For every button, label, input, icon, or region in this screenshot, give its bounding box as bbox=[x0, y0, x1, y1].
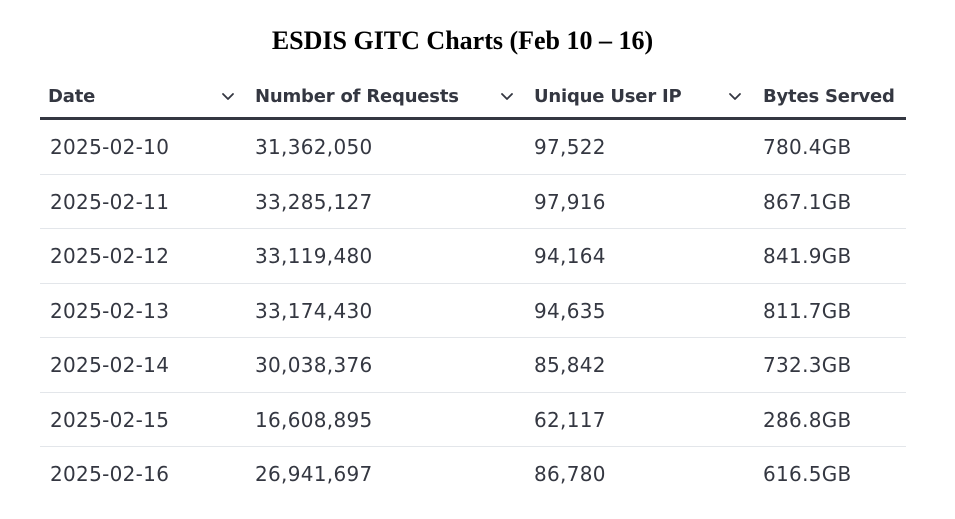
table-row: 2025-02-16 26,941,697 86,780 616.5GB bbox=[40, 447, 906, 502]
cell-date: 2025-02-12 bbox=[50, 244, 170, 268]
column-header-date[interactable]: Date bbox=[48, 86, 96, 107]
table-row: 2025-02-14 30,038,376 85,842 732.3GB bbox=[40, 338, 906, 393]
cell-unique-user-ip: 85,842 bbox=[534, 353, 606, 377]
cell-unique-user-ip: 97,916 bbox=[534, 189, 606, 214]
cell-date: 2025-02-16 bbox=[50, 462, 170, 486]
cell-bytes-served: 867.1GB bbox=[763, 189, 852, 214]
cell-date: 2025-02-15 bbox=[50, 407, 170, 432]
cell-bytes-served: 780.4GB bbox=[763, 135, 852, 159]
cell-number-of-requests: 33,119,480 bbox=[255, 244, 373, 268]
cell-unique-user-ip: 62,117 bbox=[534, 407, 606, 432]
chevron-down-icon[interactable] bbox=[499, 88, 515, 104]
table-row: 2025-02-15 16,608,895 62,117 286.8GB bbox=[40, 393, 906, 447]
cell-number-of-requests: 31,362,050 bbox=[255, 135, 373, 159]
cell-bytes-served: 811.7GB bbox=[763, 298, 852, 323]
cell-bytes-served: 286.8GB bbox=[763, 407, 852, 432]
cell-unique-user-ip: 86,780 bbox=[534, 462, 606, 486]
cell-date: 2025-02-11 bbox=[50, 189, 170, 214]
cell-date: 2025-02-10 bbox=[50, 135, 170, 159]
cell-unique-user-ip: 97,522 bbox=[534, 135, 606, 159]
chevron-down-icon[interactable] bbox=[727, 88, 743, 104]
table-row: 2025-02-11 33,285,127 97,916 867.1GB bbox=[40, 175, 906, 229]
table-row: 2025-02-13 33,174,430 94,635 811.7GB bbox=[40, 284, 906, 338]
data-table: Date Number of Requests Unique User IP B… bbox=[40, 76, 906, 502]
cell-bytes-served: 841.9GB bbox=[763, 244, 852, 268]
table-body: 2025-02-10 31,362,050 97,522 780.4GB 202… bbox=[40, 120, 906, 502]
cell-number-of-requests: 16,608,895 bbox=[255, 407, 373, 432]
column-header-unique-user-ip[interactable]: Unique User IP bbox=[534, 86, 682, 107]
cell-number-of-requests: 30,038,376 bbox=[255, 353, 373, 377]
cell-date: 2025-02-14 bbox=[50, 353, 170, 377]
cell-number-of-requests: 33,174,430 bbox=[255, 298, 373, 323]
column-header-number-of-requests[interactable]: Number of Requests bbox=[255, 86, 459, 107]
table-header-row: Date Number of Requests Unique User IP B… bbox=[40, 76, 906, 120]
cell-date: 2025-02-13 bbox=[50, 298, 170, 323]
column-header-bytes-served[interactable]: Bytes Served bbox=[763, 86, 895, 107]
cell-number-of-requests: 26,941,697 bbox=[255, 462, 373, 486]
chart-title: ESDIS GITC Charts (Feb 10 – 16) bbox=[271, 26, 654, 55]
cell-bytes-served: 616.5GB bbox=[763, 462, 852, 486]
cell-number-of-requests: 33,285,127 bbox=[255, 189, 373, 214]
table-row: 2025-02-10 31,362,050 97,522 780.4GB bbox=[40, 120, 906, 175]
chevron-down-icon[interactable] bbox=[220, 88, 236, 104]
cell-bytes-served: 732.3GB bbox=[763, 353, 852, 377]
cell-unique-user-ip: 94,635 bbox=[534, 298, 606, 323]
table-row: 2025-02-12 33,119,480 94,164 841.9GB bbox=[40, 229, 906, 284]
cell-unique-user-ip: 94,164 bbox=[534, 244, 606, 268]
